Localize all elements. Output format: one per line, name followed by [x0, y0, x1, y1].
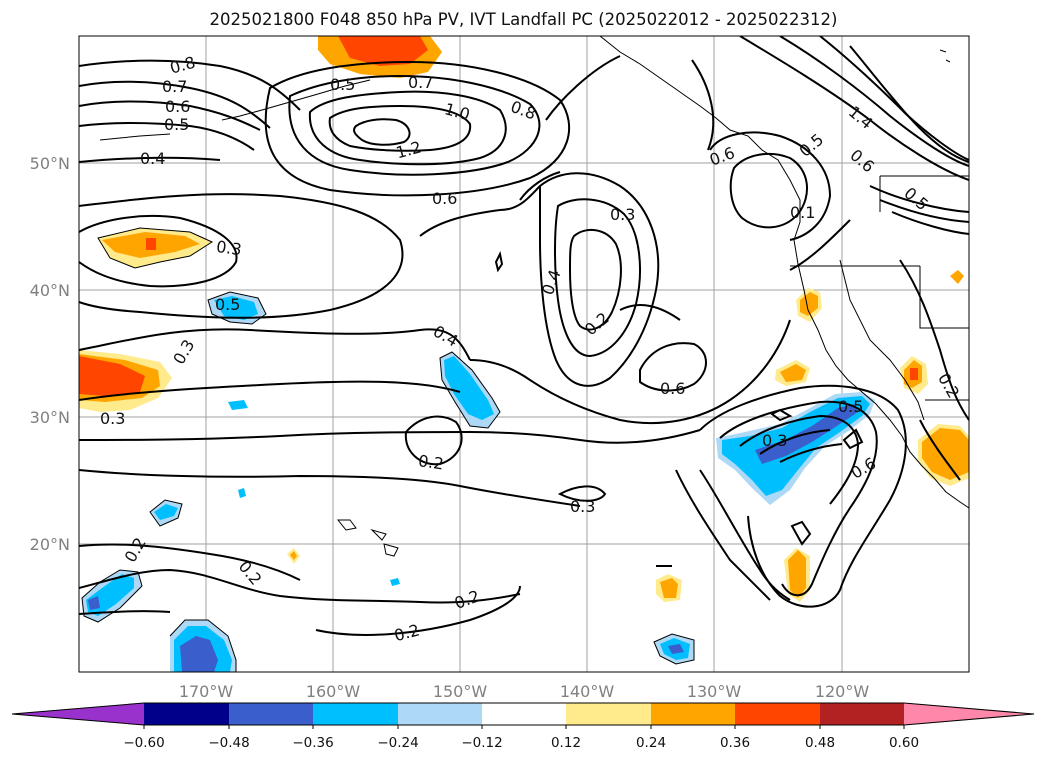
lon-tick-label: 160°W	[306, 682, 361, 701]
colorbar-tick-label: −0.60	[123, 735, 164, 751]
lat-tick-label: 20°N	[30, 535, 70, 554]
colorbar-tick-label: 0.36	[720, 735, 750, 751]
lon-tick-label: 150°W	[433, 682, 488, 701]
figure-title: 2025021800 F048 850 hPa PV, IVT Landfall…	[209, 10, 838, 29]
colorbar-segment	[313, 703, 398, 725]
colorbar-segment	[820, 703, 904, 725]
contour-label: 0.5	[330, 75, 355, 94]
colorbar-tick-label: −0.36	[292, 735, 333, 751]
ivt-filled-regions	[79, 36, 969, 672]
contour-label: 0.1	[790, 203, 815, 222]
colorbar-tick-label: −0.12	[461, 735, 502, 751]
lon-tick-label: 170°W	[179, 682, 234, 701]
colorbar-segment	[229, 703, 313, 725]
lon-tick-labels: 170°W 160°W 150°W 140°W 130°W 120°W	[179, 682, 870, 701]
contour-label: 0.3	[100, 409, 125, 428]
ivt-outline-contours	[81, 227, 695, 672]
lat-tick-label: 40°N	[30, 281, 70, 300]
contour-label: 0.3	[570, 497, 595, 516]
contour-label: 0.3	[215, 237, 243, 259]
contour-label: 0.2	[417, 451, 445, 473]
lon-tick-label: 130°W	[687, 682, 742, 701]
lat-tick-label: 50°N	[30, 154, 70, 173]
lat-tick-labels: 50°N 40°N 30°N 20°N	[30, 154, 70, 554]
lon-tick-label: 120°W	[815, 682, 870, 701]
contour-label: 0.5	[164, 115, 189, 134]
colorbar-segment	[482, 703, 566, 725]
contour-label: 0.7	[162, 77, 187, 96]
contour-label: 0.4	[140, 149, 165, 168]
colorbar-segment	[735, 703, 820, 725]
contour-label: 0.6	[660, 379, 685, 398]
contour-label: 0.5	[838, 397, 863, 416]
contour-label: 0.7	[408, 73, 433, 92]
colorbar-segment	[651, 703, 735, 725]
colorbar-tick-label: −0.24	[377, 735, 418, 751]
colorbar-tick-label: 0.12	[551, 735, 581, 751]
contour-label: 0.6	[432, 189, 457, 208]
colorbar-segment	[144, 703, 229, 725]
colorbar-tick-label: 0.48	[805, 735, 835, 751]
contour-label: 0.3	[762, 431, 787, 450]
lat-tick-label: 30°N	[30, 408, 70, 427]
colorbar-segment	[398, 703, 482, 725]
colorbar-tick-label: 0.60	[889, 735, 919, 751]
map-frame	[78, 35, 970, 673]
colorbar-tick-label: −0.48	[208, 735, 249, 751]
lon-tick-label: 140°W	[560, 682, 615, 701]
colorbar: −0.60 −0.48 −0.36 −0.24 −0.12 0.12 0.24 …	[11, 702, 1035, 751]
borders	[790, 175, 969, 401]
contour-label: 0.6	[165, 97, 190, 116]
colorbar-tick-label: 0.24	[636, 735, 666, 751]
contour-label: 0.5	[215, 295, 240, 314]
pv-contours	[79, 36, 969, 636]
colorbar-extend-high	[904, 703, 1034, 725]
contour-label: 0.3	[610, 205, 635, 224]
map-plot-area: 0.8 0.7 0.6 0.5 0.4 0.5 0.7 1.2 1.0 0.8 …	[79, 36, 969, 672]
colorbar-segment	[566, 703, 651, 725]
colorbar-extend-low	[12, 703, 144, 725]
